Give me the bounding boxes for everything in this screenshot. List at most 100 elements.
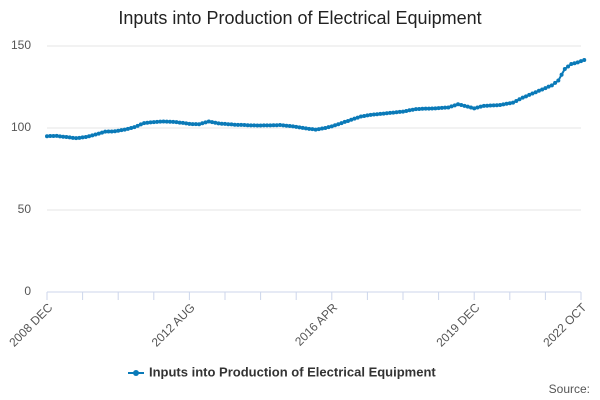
point <box>206 119 211 124</box>
point <box>355 115 360 120</box>
point <box>572 61 577 66</box>
point <box>290 124 295 129</box>
legend-text: Inputs into Production of Electrical Equ… <box>149 364 436 379</box>
point <box>164 119 169 124</box>
point <box>491 103 496 108</box>
point <box>345 118 350 123</box>
point <box>226 122 231 127</box>
point <box>90 133 95 138</box>
point <box>203 120 208 125</box>
y-tick-label: 100 <box>11 120 31 134</box>
point <box>96 131 101 136</box>
point <box>549 83 554 88</box>
point <box>566 64 571 69</box>
point <box>401 109 405 114</box>
y-tick-label: 0 <box>24 284 31 298</box>
line <box>46 58 585 140</box>
point <box>171 119 176 124</box>
point <box>527 92 532 97</box>
point <box>342 119 347 124</box>
point <box>381 111 386 116</box>
point <box>536 88 541 93</box>
point <box>300 125 305 130</box>
x-tick-label: 2022 OCT <box>540 300 590 350</box>
legend-marker <box>133 370 139 376</box>
point <box>54 133 59 138</box>
point <box>48 134 53 139</box>
point <box>430 106 435 111</box>
point <box>93 132 98 137</box>
point <box>465 104 470 109</box>
point <box>268 123 273 128</box>
point <box>135 123 140 128</box>
point <box>45 134 49 139</box>
chart-title: Inputs into Production of Electrical Equ… <box>118 8 481 28</box>
point <box>543 86 548 91</box>
x-tick-label: 2012 AUG <box>149 300 198 349</box>
point <box>80 135 85 140</box>
point <box>420 106 425 111</box>
point <box>255 123 260 128</box>
point <box>213 120 218 125</box>
point <box>368 112 373 117</box>
point <box>562 66 567 71</box>
point <box>507 101 512 106</box>
y-tick-label: 50 <box>18 202 32 216</box>
point <box>478 104 483 109</box>
point <box>391 110 396 115</box>
point <box>410 107 415 112</box>
point <box>514 98 519 103</box>
point <box>151 120 156 125</box>
point <box>307 126 312 131</box>
point <box>349 117 354 122</box>
point <box>394 110 399 115</box>
point <box>371 112 376 117</box>
point <box>155 119 160 124</box>
point <box>339 121 344 126</box>
point <box>352 116 357 121</box>
point <box>556 78 561 83</box>
point <box>449 104 454 109</box>
point <box>459 103 464 108</box>
point <box>216 121 221 126</box>
point <box>488 103 493 108</box>
point <box>197 122 202 127</box>
point <box>239 122 244 127</box>
point <box>582 57 587 62</box>
point <box>336 122 341 127</box>
point <box>252 123 257 128</box>
point <box>103 129 108 134</box>
point <box>223 121 227 126</box>
point <box>67 135 72 140</box>
point <box>443 105 448 110</box>
point <box>122 127 127 132</box>
point <box>546 84 551 89</box>
point <box>278 123 283 128</box>
point <box>235 122 240 127</box>
x-tick-label: 2019 DEC <box>434 300 483 349</box>
point <box>423 106 428 111</box>
point <box>245 123 250 128</box>
point <box>119 128 124 133</box>
point <box>320 126 325 131</box>
point <box>51 134 56 139</box>
point <box>83 135 88 140</box>
point <box>413 107 418 112</box>
point <box>375 112 380 117</box>
point <box>106 129 111 134</box>
point <box>129 126 134 130</box>
point <box>87 134 92 139</box>
point <box>74 136 79 141</box>
point <box>61 134 66 139</box>
point <box>540 87 545 92</box>
point <box>248 123 253 128</box>
point <box>452 103 457 108</box>
point <box>378 111 383 116</box>
point <box>177 120 182 125</box>
point <box>384 111 389 116</box>
point <box>180 120 185 125</box>
point <box>167 119 172 124</box>
point <box>303 126 308 131</box>
